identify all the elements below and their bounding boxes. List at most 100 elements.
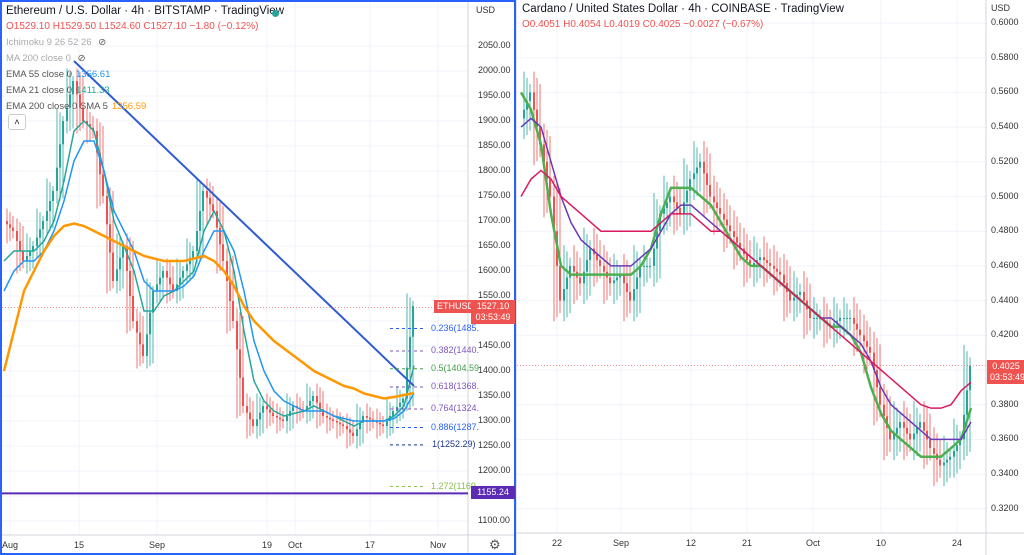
candle-body (873, 352, 875, 370)
fib-level-label: 0.618(1368. (431, 381, 480, 391)
candle-body (279, 417, 281, 420)
candle-body (29, 251, 31, 256)
price-tick-label: 1850.00 (478, 140, 511, 150)
price-tick-label: 1350.00 (478, 390, 511, 400)
candle-body (863, 335, 865, 342)
time-tick-label: Oct (805, 538, 821, 548)
indicator-name: Ichimoku 9 26 52 26 (6, 37, 92, 48)
candle-body (639, 265, 641, 278)
candle-body (59, 144, 61, 168)
candle-body (399, 402, 401, 407)
settings-gear-icon[interactable]: ⚙ (489, 537, 501, 552)
eth-chart-canvas[interactable] (2, 2, 514, 553)
candle-body (102, 174, 104, 196)
indicator-legend-item[interactable]: EMA 55 close 0 1356.61 (6, 69, 110, 80)
candle-body (206, 191, 208, 198)
candle-body (69, 94, 71, 108)
candle-body (342, 424, 344, 426)
candle-body (713, 196, 715, 203)
fib-level-label: 0.886(1287. (431, 421, 480, 432)
candle-body (76, 81, 78, 95)
candle-body (386, 421, 388, 426)
candle-body (66, 107, 68, 121)
time-tick-label: Sep (612, 538, 630, 548)
candle-body (899, 422, 901, 428)
candle-body (586, 260, 588, 272)
hidden-eye-icon[interactable]: ⊘ (95, 37, 107, 48)
candle-body (79, 94, 81, 108)
candle-body (626, 283, 628, 292)
candle-body (653, 248, 655, 266)
candle-body (689, 179, 691, 191)
collapse-legend-button[interactable]: ˄ (8, 114, 26, 130)
indicator-legend-item[interactable]: EMA 200 close 0 SMA 5 1356.59 (6, 101, 146, 112)
candle-body (362, 416, 364, 423)
ada-chart-canvas[interactable] (517, 0, 1024, 555)
candle-body (703, 161, 705, 174)
candle-body (352, 432, 354, 436)
time-tick-label: 21 (741, 538, 753, 548)
candle-body (763, 257, 765, 261)
candle-body (376, 421, 378, 423)
candle-body (666, 202, 668, 209)
candle-body (646, 265, 648, 267)
candle-body (956, 445, 958, 451)
hidden-eye-icon[interactable]: ⊘ (74, 53, 86, 64)
price-tick-label: 0.4800 (991, 225, 1019, 236)
candle-body (716, 202, 718, 209)
time-tick-label: 17 (364, 540, 376, 550)
ada-chart-pane[interactable]: Cardano / United States Dollar · 4h · CO… (516, 0, 1024, 555)
candle-body (222, 244, 224, 261)
candle-body (656, 231, 658, 249)
ada-ohlc: O0.4051 H0.4054 L0.4019 C0.4025 −0.0027 … (522, 19, 764, 30)
candle-body (729, 225, 731, 232)
candle-body (753, 263, 755, 266)
candle-body (643, 265, 645, 267)
candle-body (366, 416, 368, 418)
candle-body (599, 260, 601, 266)
candle-body (969, 365, 971, 391)
price-tick-label: 0.5600 (991, 86, 1019, 97)
candle-body (229, 281, 231, 301)
candle-body (683, 202, 685, 214)
candle-body (369, 417, 371, 420)
candle-body (879, 387, 881, 405)
price-tick-label: 2000.00 (478, 65, 511, 75)
price-tick-label: 0.6000 (991, 17, 1019, 27)
candle-body (252, 419, 254, 426)
candle-body (166, 271, 168, 278)
candle-body (126, 246, 128, 271)
time-tick-label: Nov (429, 540, 447, 550)
candle-body (272, 412, 274, 416)
price-tick-label: 1600.00 (478, 265, 511, 275)
price-tick-label: 0.3600 (991, 433, 1019, 444)
price-tick-label: 0.5000 (991, 190, 1019, 201)
candle-body (276, 416, 278, 418)
time-tick-label: 12 (685, 538, 697, 548)
candle-body (776, 268, 778, 272)
candle-body (246, 406, 248, 413)
indicator-name: EMA 200 close 0 SMA 5 (6, 101, 108, 112)
candle-body (773, 265, 775, 269)
candle-body (199, 211, 201, 231)
candle-body (603, 265, 605, 272)
candle-body (549, 179, 551, 197)
eth-last-price-tag: 1527.10 03:53:49 (471, 300, 515, 324)
candle-body (953, 450, 955, 457)
indicator-legend-item[interactable]: Ichimoku 9 26 52 26 ⊘ (6, 37, 106, 48)
eth-countdown: 03:53:49 (475, 312, 511, 322)
ema-line (3, 119, 415, 427)
candle-body (286, 416, 288, 421)
candle-body (686, 190, 688, 203)
time-tick-label: 19 (261, 540, 273, 550)
candle-body (906, 427, 908, 434)
ada-last-price-tag: 0.4025 03:53:49 (987, 360, 1024, 384)
indicator-legend-item[interactable]: EMA 21 close 0 1411.33 (6, 85, 110, 96)
indicator-legend-item[interactable]: MA 200 close 0 ⊘ (6, 53, 86, 64)
symbol-tag: ETHUSD (434, 300, 478, 313)
fib-level-label: 1(1252.29) (432, 438, 476, 449)
candle-body (759, 257, 761, 261)
eth-chart-pane[interactable]: Ethereum / U.S. Dollar · 4h · BITSTAMP ·… (0, 0, 516, 555)
candle-body (152, 291, 154, 313)
candle-body (122, 246, 124, 258)
